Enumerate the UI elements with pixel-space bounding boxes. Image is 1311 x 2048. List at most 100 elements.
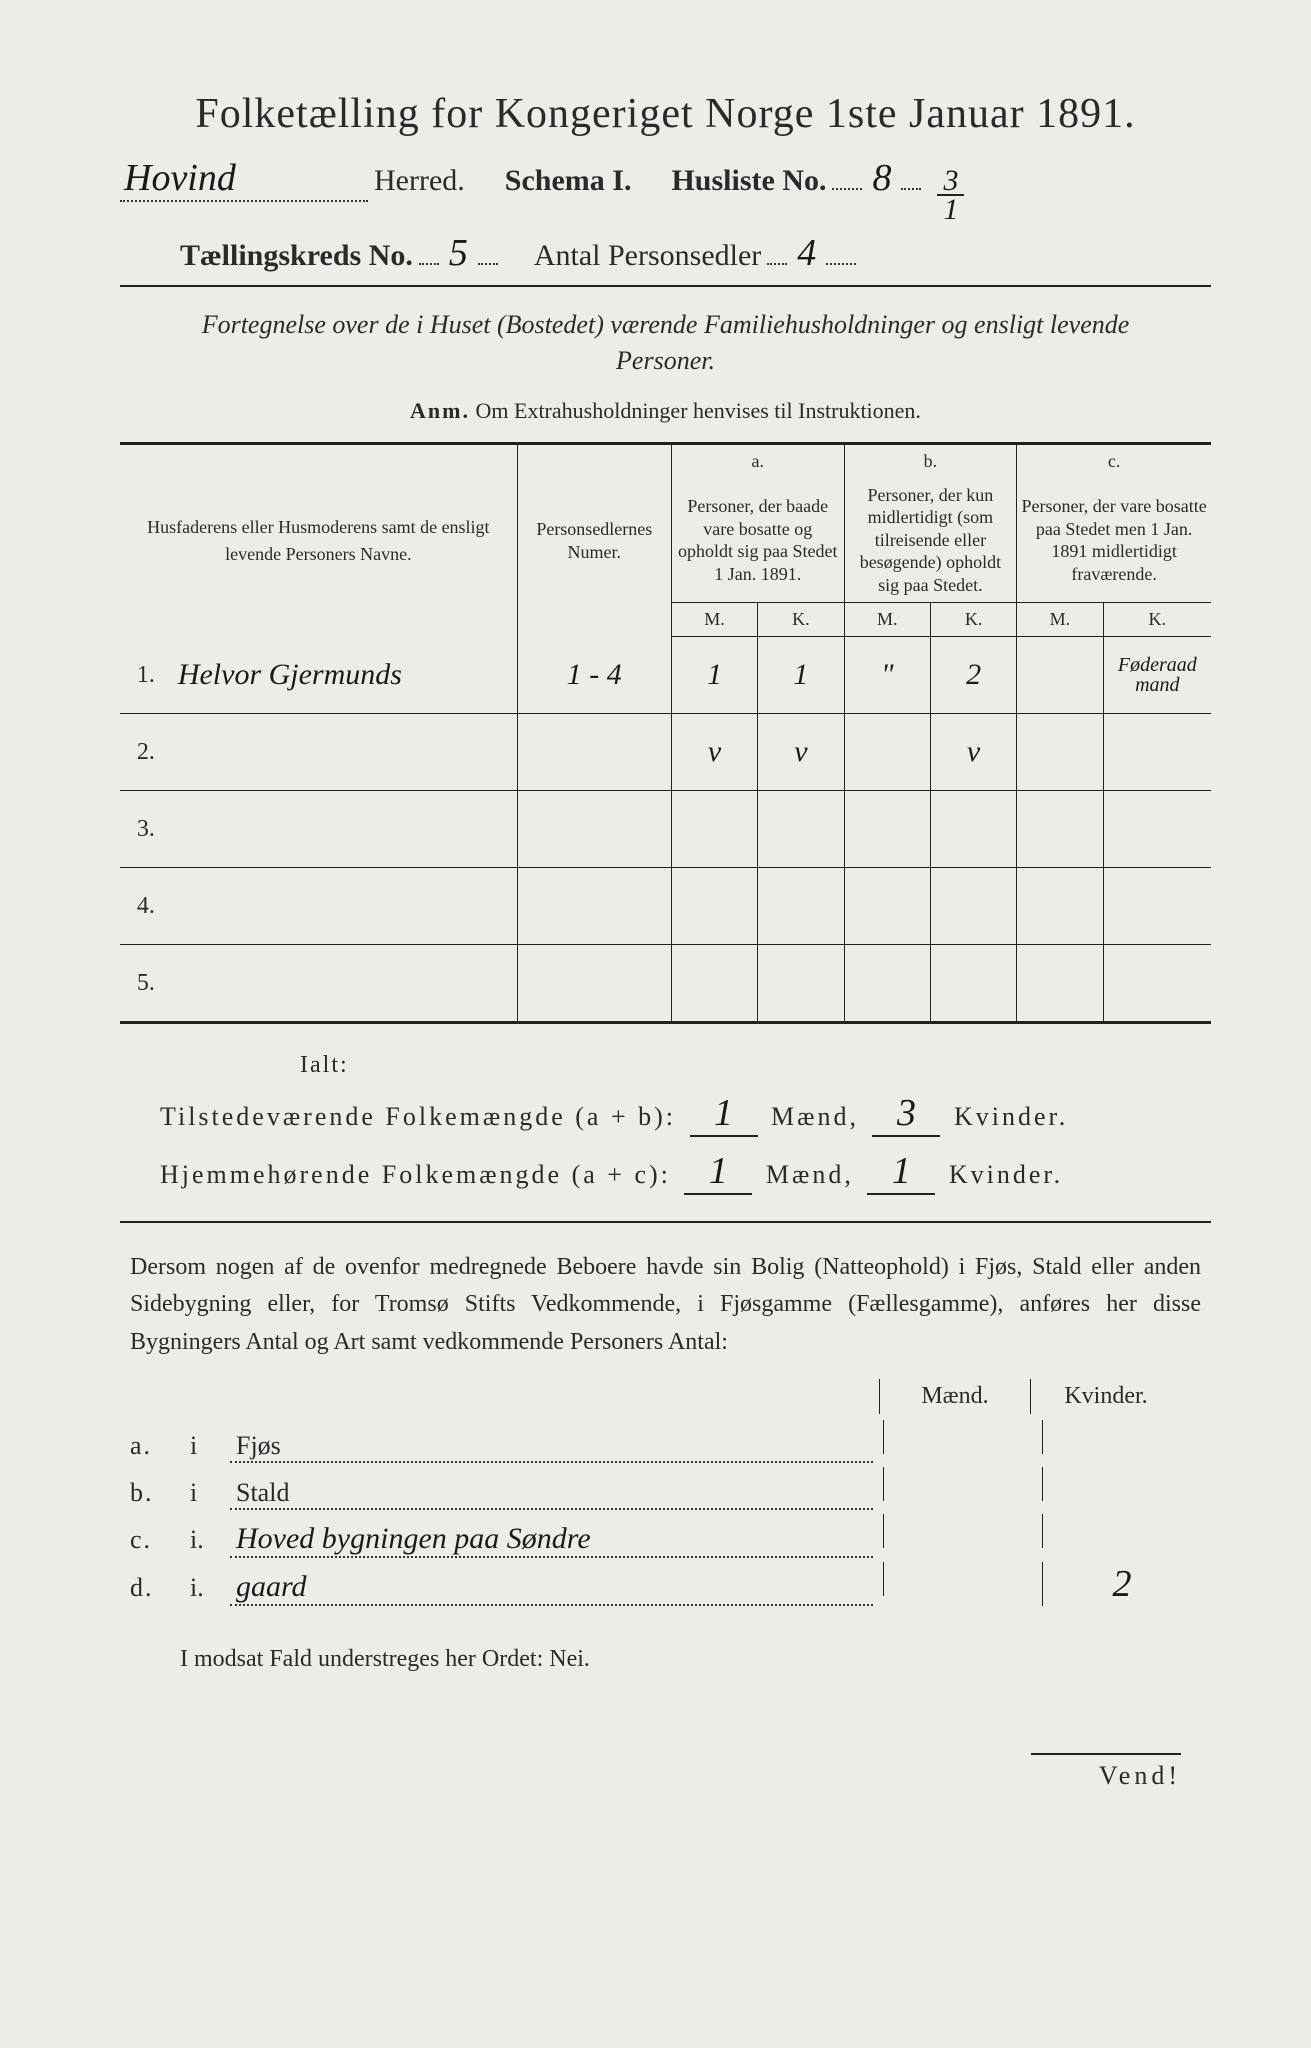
loc-k: 2: [1042, 1562, 1201, 1606]
kvinder-1: Kvinder.: [954, 1102, 1068, 1131]
row-name: [172, 945, 517, 1023]
row-b-m: [844, 945, 930, 1023]
row-c-k: Føderaad mand: [1103, 637, 1211, 714]
census-table: Husfaderens eller Husmoderens samt de en…: [120, 442, 1211, 1025]
mk-header: Mænd. Kvinder.: [120, 1379, 1181, 1414]
loc-letter: c.: [130, 1525, 190, 1555]
col-a-desc: Personer, der baade vare bosatte og opho…: [671, 478, 844, 603]
row-a-m: 1: [671, 637, 757, 714]
row-num: [517, 868, 671, 945]
row-b-k: [930, 868, 1016, 945]
col-b-letter: b.: [844, 443, 1017, 478]
loc-m: [883, 1562, 1042, 1596]
row-num: [517, 714, 671, 791]
divider-2: [120, 1221, 1211, 1223]
row-b-k: v: [930, 714, 1016, 791]
husliste-fraction: 3 1: [937, 167, 964, 223]
loc-m: [883, 1467, 1042, 1501]
col-b-k: K.: [930, 603, 1016, 637]
row-number: 1.: [120, 637, 172, 714]
loc-k: [1042, 1420, 1201, 1454]
sum2-label: Hjemmehørende Folkemængde (a + c):: [160, 1160, 671, 1189]
row-number: 2.: [120, 714, 172, 791]
row-b-m: [844, 868, 930, 945]
sum-line-1: Tilstedeværende Folkemængde (a + b): 1 M…: [160, 1091, 1211, 1137]
col-c-m: M.: [1017, 603, 1103, 637]
row-c-k: [1103, 791, 1211, 868]
kreds-label: Tællingskreds No.: [180, 239, 413, 273]
row-c-m: [1017, 945, 1103, 1023]
loc-letter: d.: [130, 1573, 190, 1603]
row-c-k: [1103, 868, 1211, 945]
sum1-k: 3: [872, 1091, 940, 1137]
loc-letter: a.: [130, 1431, 190, 1461]
row-name: [172, 714, 517, 791]
loc-place: Hoved bygningen paa Søndre: [230, 1522, 873, 1558]
row-a-k: [758, 791, 844, 868]
kreds-no: 5: [445, 231, 472, 275]
loc-i: i.: [190, 1525, 230, 1555]
row-b-k: [930, 945, 1016, 1023]
header-line-2: Tællingskreds No. 5 Antal Personsedler 4: [180, 231, 1211, 275]
ialt-label: Ialt:: [300, 1052, 1211, 1079]
location-row: d.i.gaard 2: [130, 1562, 1201, 1606]
loc-i: i: [190, 1478, 230, 1508]
row-c-m: [1017, 791, 1103, 868]
row-b-k: [930, 791, 1016, 868]
row-number: 4.: [120, 868, 172, 945]
loc-letter: b.: [130, 1478, 190, 1508]
page-title: Folketælling for Kongeriget Norge 1ste J…: [120, 90, 1211, 138]
table-row: 1.Helvor Gjermunds1 - 411"2Føderaad mand: [120, 637, 1211, 714]
location-row: a.iFjøs: [130, 1420, 1201, 1463]
row-b-m: [844, 791, 930, 868]
row-b-m: ": [844, 637, 930, 714]
loc-place: Fjøs: [230, 1431, 873, 1463]
row-c-m: [1017, 868, 1103, 945]
row-a-k: [758, 868, 844, 945]
col-c-desc: Personer, der vare bosatte paa Stedet me…: [1017, 478, 1211, 603]
table-body: 1.Helvor Gjermunds1 - 411"2Føderaad mand…: [120, 637, 1211, 1023]
loc-place: Stald: [230, 1478, 873, 1510]
table-row: 2.vvv: [120, 714, 1211, 791]
col-b-m: M.: [844, 603, 930, 637]
loc-k: [1042, 1514, 1201, 1548]
loc-m: [883, 1514, 1042, 1548]
row-num: [517, 791, 671, 868]
sum2-m: 1: [684, 1149, 752, 1195]
col-a-m: M.: [671, 603, 757, 637]
row-c-k: [1103, 945, 1211, 1023]
row-a-m: [671, 945, 757, 1023]
frac-top: 3: [937, 167, 964, 196]
row-num: 1 - 4: [517, 637, 671, 714]
frac-bot: 1: [937, 196, 964, 223]
row-b-m: [844, 714, 930, 791]
loc-i: i: [190, 1431, 230, 1461]
sedler-label: Antal Personsedler: [534, 239, 761, 273]
maend-1: Mænd,: [771, 1102, 859, 1131]
row-a-k: [758, 945, 844, 1023]
sum2-k: 1: [867, 1149, 935, 1195]
mk-k: Kvinder.: [1030, 1379, 1181, 1414]
loc-i: i.: [190, 1573, 230, 1603]
anm-label: Anm.: [410, 398, 470, 423]
kvinder-2: Kvinder.: [949, 1160, 1063, 1189]
row-c-m: [1017, 714, 1103, 791]
herred-label: Herred.: [374, 164, 465, 198]
husliste-no: 8: [868, 156, 895, 200]
nei-line: I modsat Fald understreges her Ordet: Ne…: [180, 1646, 1201, 1673]
col-name-header: Husfaderens eller Husmoderens samt de en…: [120, 443, 517, 637]
sum-line-2: Hjemmehørende Folkemængde (a + c): 1 Mæn…: [160, 1149, 1211, 1195]
location-rows: a.iFjøs b.iStald c.i.Hoved bygningen paa S…: [120, 1420, 1211, 1606]
herred-handwritten: Hovind: [120, 156, 368, 202]
col-num-header: Personsedlernes Numer.: [517, 443, 671, 637]
row-c-k: [1103, 714, 1211, 791]
census-form-page: Folketælling for Kongeriget Norge 1ste J…: [0, 0, 1311, 2048]
col-b-desc: Personer, der kun midlertidigt (som tilr…: [844, 478, 1017, 603]
row-name: [172, 791, 517, 868]
loc-place: gaard: [230, 1570, 873, 1606]
sedler-no: 4: [793, 231, 820, 275]
row-c-m: [1017, 637, 1103, 714]
row-a-k: v: [758, 714, 844, 791]
row-name: [172, 868, 517, 945]
sum1-m: 1: [690, 1091, 758, 1137]
